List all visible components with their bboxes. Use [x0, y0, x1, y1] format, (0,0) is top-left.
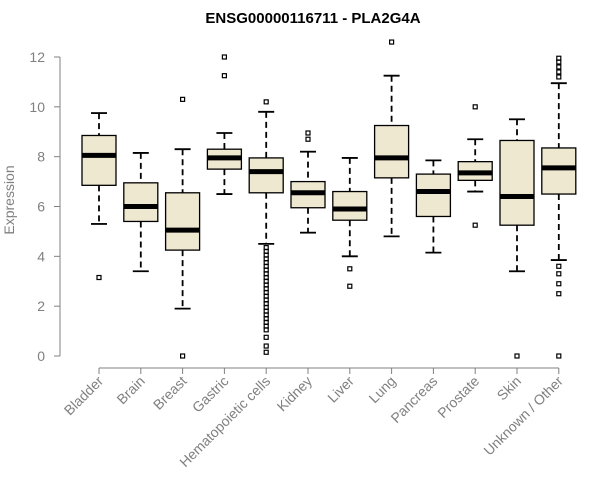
- boxes-group: [81, 39, 577, 359]
- y-tick-label: 8: [37, 149, 45, 165]
- box-prostate: [457, 104, 493, 228]
- y-tick-label: 2: [37, 298, 45, 314]
- box-gastric: [206, 54, 243, 195]
- y-axis-label: Expression: [1, 165, 17, 234]
- outlier-point: [305, 136, 311, 142]
- iqr-box: [415, 173, 452, 218]
- outlier-point: [263, 327, 269, 333]
- box-kidney: [290, 130, 326, 234]
- outlier-point: [347, 266, 353, 272]
- outlier-point: [263, 343, 269, 349]
- box-brain: [123, 152, 159, 273]
- outlier-point: [556, 291, 562, 297]
- iqr-box: [164, 192, 201, 251]
- outlier-point: [556, 64, 562, 70]
- outlier-point: [263, 334, 269, 340]
- iqr-box: [373, 124, 410, 179]
- x-tick-label: Breast: [150, 373, 190, 413]
- x-tick-label: Kidney: [274, 373, 316, 415]
- y-tick-label: 4: [37, 248, 45, 264]
- outlier-point: [221, 54, 227, 60]
- box-liver: [332, 157, 368, 289]
- box-hematopoietic-cells: [248, 99, 284, 355]
- x-tick-label: Lung: [365, 373, 398, 406]
- box-breast: [164, 96, 201, 359]
- chart-title: ENSG00000116711 - PLA2G4A: [205, 10, 420, 27]
- box-pancreas: [415, 159, 452, 254]
- x-tick-label: Bladder: [61, 373, 107, 419]
- iqr-box: [499, 139, 535, 226]
- outlier-point: [263, 349, 269, 355]
- iqr-box: [541, 147, 577, 195]
- outlier-point: [305, 130, 311, 136]
- outlier-point: [472, 222, 478, 228]
- outlier-point: [556, 271, 562, 277]
- iqr-box: [248, 157, 284, 194]
- outlier-point: [96, 274, 102, 281]
- outlier-point: [556, 69, 562, 75]
- y-tick-label: 10: [29, 99, 45, 115]
- outlier-point: [556, 281, 562, 287]
- box-lung: [373, 39, 410, 238]
- outlier-point: [263, 99, 269, 105]
- box-skin: [499, 118, 535, 359]
- outlier-point: [556, 55, 562, 61]
- x-tick-label: Skin: [494, 373, 525, 404]
- box-bladder: [81, 112, 117, 281]
- outlier-point: [180, 96, 186, 102]
- iqr-box: [81, 134, 117, 186]
- outlier-point: [556, 74, 562, 80]
- outlier-point: [347, 283, 353, 289]
- outlier-point: [472, 104, 478, 110]
- x-tick-label: Liver: [324, 373, 357, 406]
- box-unknown-other: [541, 55, 577, 359]
- outlier-point: [221, 73, 227, 79]
- outlier-point: [180, 353, 186, 359]
- iqr-box: [123, 182, 159, 223]
- outlier-point: [556, 353, 562, 359]
- x-tick-label: Prostate: [434, 373, 482, 421]
- y-tick-label: 6: [37, 199, 45, 215]
- outlier-point: [389, 39, 395, 45]
- outlier-point: [514, 353, 520, 359]
- outlier-point: [556, 263, 562, 269]
- y-tick-label: 0: [37, 348, 45, 364]
- y-tick-label: 12: [29, 49, 45, 65]
- x-tick-label: Brain: [113, 373, 147, 407]
- x-tick-label: Unknown / Other: [480, 373, 566, 459]
- iqr-box: [332, 190, 368, 221]
